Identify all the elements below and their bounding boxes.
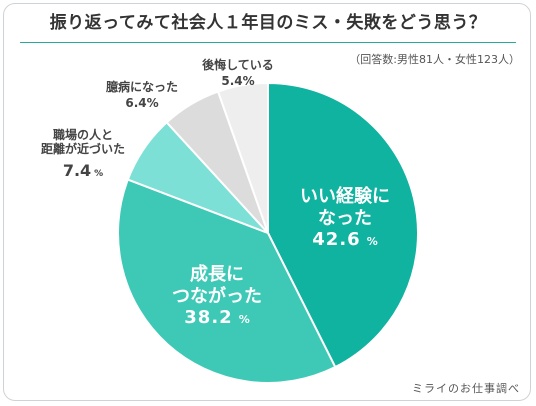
slice-value: 6.4% — [125, 96, 159, 111]
slice-name-line: なった — [318, 207, 372, 229]
title-divider — [20, 42, 516, 43]
slice-label-timid: 臆病になった 6.4% — [92, 80, 192, 111]
slice-name-line: つながった — [172, 285, 262, 307]
pie-slice-regret — [216, 81, 269, 234]
slice-name-line: 距離が近づいた — [40, 142, 125, 157]
slice-value: 7.4% — [62, 160, 104, 180]
pie-slice-good-experience — [267, 81, 419, 369]
respondent-note: （回答数:男性81人・女性123人） — [349, 53, 520, 66]
source-credit: ミライのお仕事調べ — [412, 382, 520, 395]
pie-slice-growth — [117, 178, 337, 385]
slice-value: 38.2% — [184, 307, 250, 329]
slice-name-line: 後悔している — [202, 58, 274, 72]
slice-name-line: いい経験に — [300, 186, 390, 207]
slice-label-good-experience: いい経験に なった 42.6% — [270, 186, 420, 251]
slice-value: 5.4% — [221, 74, 255, 89]
slice-label-closer-colleagues: 職場の人と 距離が近づいた 7.4% — [28, 128, 138, 180]
slice-name-line: 職場の人と — [52, 128, 113, 142]
slice-label-regret: 後悔している 5.4% — [188, 58, 288, 89]
slice-label-growth: 成長に つながった 38.2% — [142, 264, 292, 329]
slice-name-line: 成長に — [190, 264, 244, 285]
slice-name-line: 臆病になった — [105, 80, 178, 94]
chart-title: 振り返ってみて社会人１年目のミス・失敗をどう思う？ — [49, 13, 487, 33]
slice-value: 42.6% — [312, 229, 378, 251]
